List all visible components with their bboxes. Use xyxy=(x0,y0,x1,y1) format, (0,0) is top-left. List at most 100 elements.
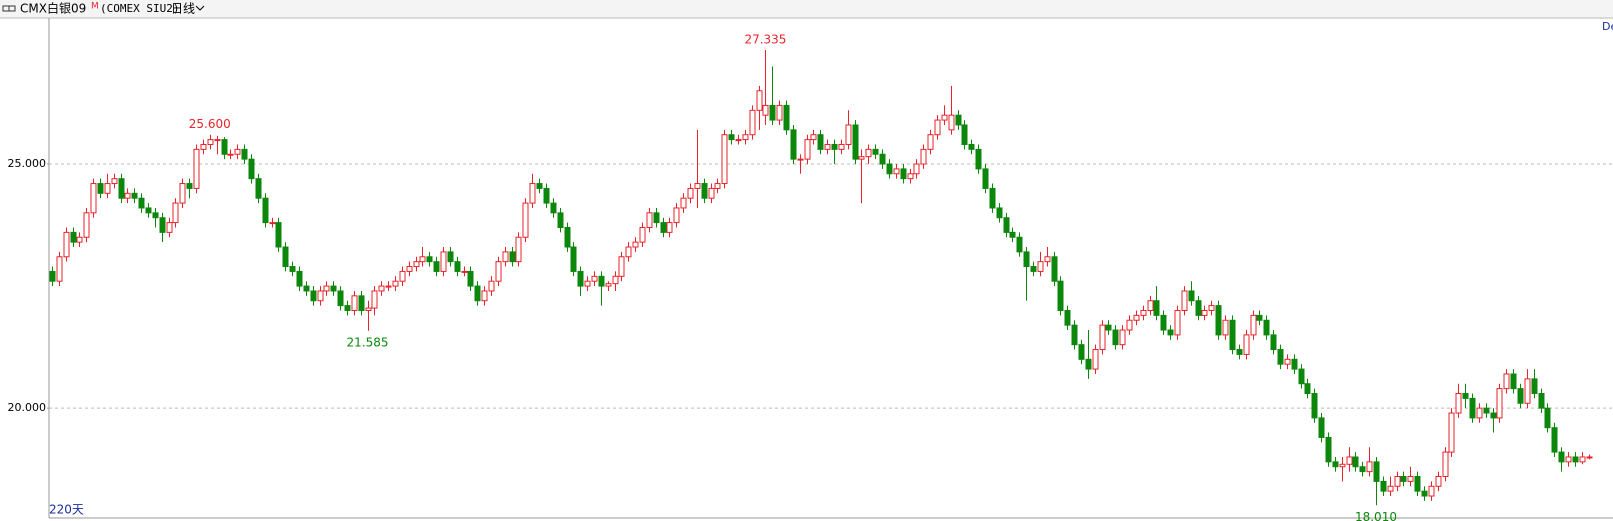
chart-title: CMX白银09 xyxy=(20,1,86,16)
candle-body xyxy=(1023,251,1030,268)
candle-body xyxy=(1579,456,1586,463)
candle-body xyxy=(1551,427,1558,453)
candle-body xyxy=(392,280,399,287)
candle-body xyxy=(1126,319,1133,331)
subtitle: (COMEX SIU2) xyxy=(100,2,179,15)
candle-body xyxy=(735,139,742,142)
candle-body xyxy=(1476,407,1483,419)
candle-body xyxy=(666,222,673,233)
candle-body xyxy=(858,156,865,160)
candle-body xyxy=(406,266,413,272)
candle-body xyxy=(1298,368,1305,385)
candle-body xyxy=(1538,392,1545,409)
candle-body xyxy=(564,226,571,248)
candle-body xyxy=(845,124,852,145)
candle-body xyxy=(152,212,159,219)
candle-body xyxy=(1366,461,1373,473)
candle-body xyxy=(742,134,749,141)
candle-body xyxy=(1339,463,1346,468)
candle-body xyxy=(118,178,125,199)
candle-body xyxy=(344,305,351,311)
candle-body xyxy=(289,266,296,272)
candle-body xyxy=(282,246,289,268)
candle-body xyxy=(454,261,461,272)
candle-body xyxy=(461,270,468,273)
candle-body xyxy=(694,183,701,189)
candle-body xyxy=(584,280,591,287)
candle-body xyxy=(1572,456,1579,463)
candle-body xyxy=(522,202,529,238)
candle-body xyxy=(145,207,152,214)
candle-body xyxy=(111,178,118,185)
candle-body xyxy=(1462,392,1469,399)
period-selector[interactable]: 日线 xyxy=(171,2,195,16)
candle-body xyxy=(1250,314,1257,336)
candle-body xyxy=(1352,456,1359,468)
period-chevron[interactable] xyxy=(195,5,205,11)
candle-body xyxy=(955,114,962,126)
candle-body xyxy=(70,231,77,243)
candle-body xyxy=(495,261,502,282)
candle-body xyxy=(1565,456,1572,463)
candle-body xyxy=(1201,309,1208,316)
candle-body xyxy=(1277,349,1284,365)
candle-body xyxy=(166,222,173,233)
candle-body xyxy=(810,134,817,141)
candle-body xyxy=(893,168,900,175)
candle-body xyxy=(1215,305,1222,336)
candle-body xyxy=(385,285,392,288)
candle-body xyxy=(467,270,474,287)
candle-body xyxy=(989,187,996,209)
candle-body xyxy=(1318,417,1325,438)
candle-body xyxy=(241,148,248,160)
y-tick-label: 25.000 xyxy=(8,157,47,170)
candle-body xyxy=(227,153,234,156)
candle-body xyxy=(474,285,481,302)
candle-body xyxy=(701,183,708,199)
candle-body xyxy=(653,212,660,224)
candle-body xyxy=(948,114,955,131)
candle-body xyxy=(179,183,186,204)
candle-body xyxy=(1448,412,1455,453)
candle-body xyxy=(838,143,845,150)
candle-body xyxy=(817,134,824,150)
candle-body xyxy=(557,212,564,228)
candle-body xyxy=(1174,309,1181,336)
candle-body xyxy=(433,261,440,272)
candle-body xyxy=(124,192,131,199)
candle-body xyxy=(920,148,927,165)
candle-body xyxy=(1057,280,1064,311)
candle-body xyxy=(1586,456,1593,459)
candle-body xyxy=(927,134,934,150)
header-icon[interactable] xyxy=(2,5,16,12)
candle-body xyxy=(749,109,756,136)
candle-body xyxy=(872,148,879,155)
candle-body xyxy=(515,236,522,263)
candle-body xyxy=(1544,407,1551,429)
corner-label: De xyxy=(1602,20,1613,33)
candle-body xyxy=(1078,344,1085,360)
candle-body xyxy=(776,104,783,121)
candle-body xyxy=(1140,309,1147,316)
candle-body xyxy=(618,256,625,277)
candle-body xyxy=(104,183,111,194)
candle-body xyxy=(783,104,790,131)
candle-body xyxy=(1503,373,1510,390)
candle-body xyxy=(63,231,70,258)
candle-body xyxy=(865,148,872,158)
candle-body xyxy=(1291,358,1298,370)
candle-body xyxy=(1167,329,1174,336)
candle-body xyxy=(1003,217,1010,233)
candle-body xyxy=(138,197,145,209)
candle-body xyxy=(632,241,639,248)
candle-body xyxy=(131,192,138,199)
candle-body xyxy=(1414,475,1421,492)
candle-body xyxy=(714,183,721,189)
candle-body xyxy=(1421,490,1428,497)
candle-body xyxy=(591,275,598,282)
candle-body xyxy=(330,285,337,292)
candle-body xyxy=(1428,485,1435,497)
candle-body xyxy=(1016,236,1023,253)
candle-body xyxy=(378,285,385,292)
candle-body xyxy=(598,275,605,287)
